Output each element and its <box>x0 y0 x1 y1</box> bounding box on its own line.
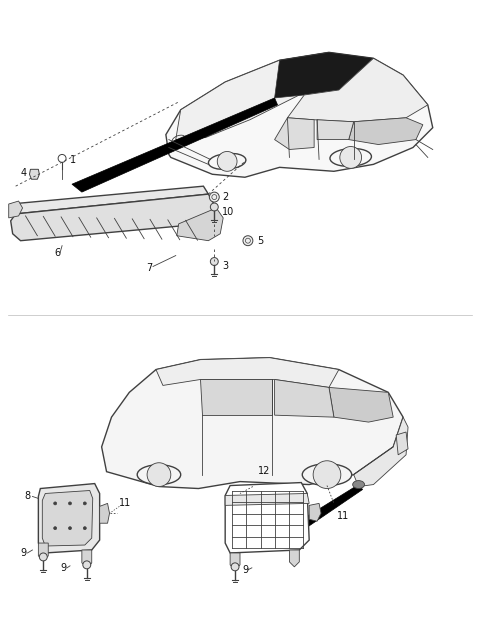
Polygon shape <box>11 194 216 241</box>
Polygon shape <box>349 118 423 145</box>
Polygon shape <box>275 118 314 150</box>
Polygon shape <box>329 387 393 422</box>
Polygon shape <box>354 417 408 486</box>
Ellipse shape <box>353 481 364 488</box>
Polygon shape <box>11 186 208 214</box>
Polygon shape <box>166 52 433 177</box>
Ellipse shape <box>137 465 180 484</box>
Polygon shape <box>38 484 100 553</box>
Polygon shape <box>300 484 362 527</box>
Text: 9: 9 <box>242 565 248 575</box>
Circle shape <box>84 527 86 530</box>
Circle shape <box>69 502 72 505</box>
Circle shape <box>83 561 91 569</box>
Text: 1: 1 <box>70 156 76 165</box>
Text: 5: 5 <box>257 236 263 246</box>
Polygon shape <box>288 58 428 122</box>
Circle shape <box>54 502 57 505</box>
Polygon shape <box>396 432 408 455</box>
Polygon shape <box>275 52 373 98</box>
Circle shape <box>39 553 47 561</box>
Polygon shape <box>176 52 329 140</box>
Polygon shape <box>289 550 300 567</box>
Text: 9: 9 <box>60 563 66 573</box>
Circle shape <box>313 461 341 488</box>
Polygon shape <box>9 201 23 218</box>
Text: 7: 7 <box>146 264 152 273</box>
Text: 11: 11 <box>120 499 132 508</box>
Polygon shape <box>102 358 403 488</box>
Polygon shape <box>72 98 277 192</box>
Circle shape <box>243 236 253 246</box>
Text: 12: 12 <box>258 466 270 476</box>
Polygon shape <box>100 504 109 524</box>
Circle shape <box>231 563 239 571</box>
Text: 10: 10 <box>222 207 234 217</box>
Polygon shape <box>156 358 339 387</box>
Polygon shape <box>275 380 334 417</box>
Polygon shape <box>177 208 223 241</box>
Circle shape <box>147 463 171 486</box>
Ellipse shape <box>330 148 372 166</box>
Circle shape <box>340 147 361 168</box>
Text: 4: 4 <box>21 168 27 179</box>
Polygon shape <box>309 504 321 521</box>
Circle shape <box>209 192 219 202</box>
Text: 11: 11 <box>337 511 349 522</box>
Text: 9: 9 <box>21 548 27 558</box>
Circle shape <box>210 257 218 266</box>
Circle shape <box>69 527 72 530</box>
Ellipse shape <box>208 154 246 170</box>
Polygon shape <box>201 380 272 415</box>
Polygon shape <box>82 550 92 568</box>
Text: 8: 8 <box>24 492 31 502</box>
Text: 6: 6 <box>54 248 60 257</box>
Polygon shape <box>225 493 309 506</box>
Text: 3: 3 <box>222 262 228 271</box>
Circle shape <box>210 203 218 211</box>
Polygon shape <box>317 120 354 140</box>
Polygon shape <box>38 543 48 560</box>
Ellipse shape <box>302 464 352 486</box>
Polygon shape <box>29 170 39 179</box>
Polygon shape <box>230 553 240 570</box>
Circle shape <box>217 152 237 172</box>
Polygon shape <box>42 490 93 546</box>
Text: 2: 2 <box>222 192 228 202</box>
Circle shape <box>54 527 57 530</box>
Circle shape <box>84 502 86 505</box>
Polygon shape <box>225 483 309 553</box>
